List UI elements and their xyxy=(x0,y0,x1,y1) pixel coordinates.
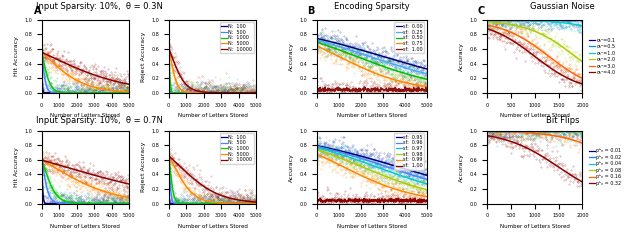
Text: Gaussian Noise: Gaussian Noise xyxy=(531,2,595,11)
Legend: sf:  0.95, sf:  0.96, sf:  0.97, sf:  0.98, sf:  0.99, sf:  1.00: sf: 0.95, sf: 0.96, sf: 0.97, sf: 0.98, … xyxy=(394,133,424,170)
X-axis label: Number of Letters Stored: Number of Letters Stored xyxy=(177,224,248,229)
Legend: N:  100, N:  500, N:  1000, N:  5000, N:  10000: N: 100, N: 500, N: 1000, N: 5000, N: 100… xyxy=(220,133,254,164)
Text: C: C xyxy=(477,6,484,16)
X-axis label: Number of Letters Stored: Number of Letters Stored xyxy=(51,113,120,118)
X-axis label: Number of Letters Stored: Number of Letters Stored xyxy=(337,224,406,229)
Text: Bit Flips: Bit Flips xyxy=(546,116,580,125)
Legend: sf:  0.00, sf:  0.25, sf:  0.50, sf:  0.75, sf:  1.00: sf: 0.00, sf: 0.25, sf: 0.50, sf: 0.75, … xyxy=(394,22,424,53)
Y-axis label: Accuracy: Accuracy xyxy=(289,153,294,182)
Text: Input Sparsity: 10%,  θ = 0.3N: Input Sparsity: 10%, θ = 0.3N xyxy=(36,2,163,11)
Legend: pᵇₙ = 0.01, pᵇₙ = 0.02, pᵇₙ = 0.04, pᵇₙ = 0.08, pᵇₙ = 0.16, pᵇₙ = 0.32: pᵇₙ = 0.01, pᵇₙ = 0.02, pᵇₙ = 0.04, pᵇₙ … xyxy=(589,148,622,186)
Y-axis label: Hit Accuracy: Hit Accuracy xyxy=(13,37,19,76)
Y-axis label: Reject Accuracy: Reject Accuracy xyxy=(141,142,146,192)
X-axis label: Number of Letters Stored: Number of Letters Stored xyxy=(337,113,406,118)
Text: Input Sparsity: 10%,  θ = 0.7N: Input Sparsity: 10%, θ = 0.7N xyxy=(36,116,163,125)
X-axis label: Number of Letters Stored: Number of Letters Stored xyxy=(177,113,248,118)
Y-axis label: Reject Accuracy: Reject Accuracy xyxy=(141,31,146,81)
X-axis label: Number of Letters Stored: Number of Letters Stored xyxy=(51,224,120,229)
Y-axis label: Hit Accuracy: Hit Accuracy xyxy=(13,147,19,187)
Y-axis label: Accuracy: Accuracy xyxy=(459,153,464,182)
Text: Encoding Sparsity: Encoding Sparsity xyxy=(333,2,410,11)
Y-axis label: Accuracy: Accuracy xyxy=(459,42,464,71)
Text: A: A xyxy=(34,6,42,16)
Legend: σᵥ²=0.1, σᵥ²=0.5, σᵥ²=1.0, σᵥ²=2.0, σᵥ²=3.0, σᵥ²=4.0: σᵥ²=0.1, σᵥ²=0.5, σᵥ²=1.0, σᵥ²=2.0, σᵥ²=… xyxy=(589,37,616,76)
Y-axis label: Accuracy: Accuracy xyxy=(289,42,294,71)
Text: B: B xyxy=(307,6,314,16)
Legend: N:  100, N:  500, N:  1000, N:  5000, N:  10000: N: 100, N: 500, N: 1000, N: 5000, N: 100… xyxy=(220,22,254,53)
X-axis label: Number of Letters Stored: Number of Letters Stored xyxy=(500,113,570,118)
X-axis label: Number of Letters Stored: Number of Letters Stored xyxy=(500,224,570,229)
